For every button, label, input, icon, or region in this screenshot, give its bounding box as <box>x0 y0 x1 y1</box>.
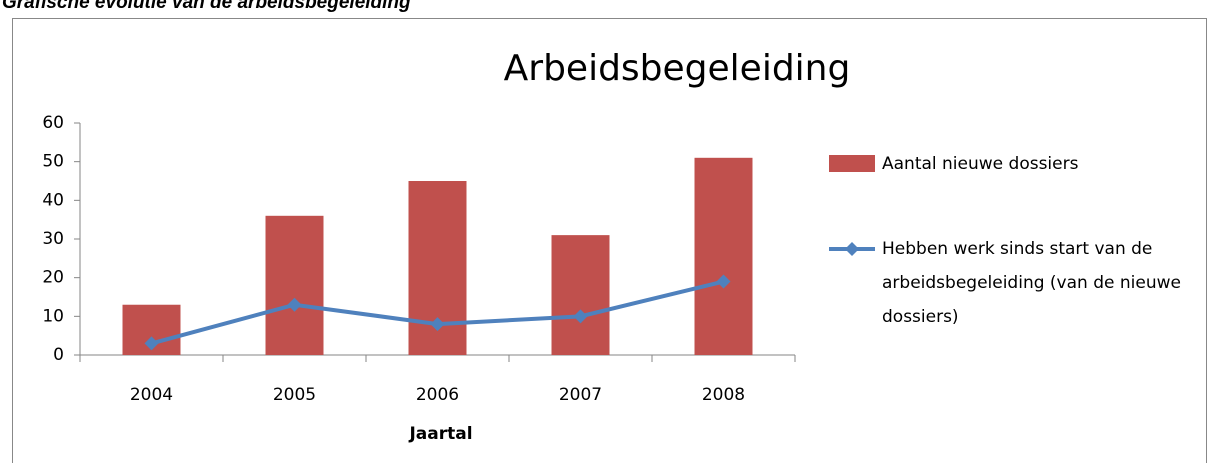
legend-label: Hebben werk sinds start van de arbeidsbe… <box>882 239 1181 327</box>
x-axis-label: Jaartal <box>408 424 472 444</box>
y-tick-label: 50 <box>42 152 64 172</box>
caption: Grafische evolutie van de arbeidsbegelei… <box>2 0 411 13</box>
marker <box>573 309 588 324</box>
y-tick-label: 10 <box>42 306 64 326</box>
x-tick-label: 2008 <box>702 385 745 405</box>
y-tick-label: 20 <box>42 268 64 288</box>
legend-label: Aantal nieuwe dossiers <box>882 154 1079 174</box>
x-tick-label: 2004 <box>130 385 173 405</box>
bar <box>694 157 753 355</box>
marker <box>716 274 731 289</box>
bar <box>265 215 324 355</box>
marker <box>144 336 159 351</box>
x-tick-label: 2005 <box>273 385 316 405</box>
y-tick-label: 30 <box>42 229 64 249</box>
y-tick-label: 0 <box>53 345 64 365</box>
bar <box>551 235 610 355</box>
chart-title: Arbeidsbegeleiding <box>504 48 851 89</box>
y-tick-label: 60 <box>42 113 64 133</box>
y-tick-label: 40 <box>42 190 64 210</box>
marker <box>430 317 445 332</box>
marker <box>287 297 302 312</box>
legend-marker <box>845 242 859 256</box>
legend-swatch <box>829 155 875 172</box>
x-tick-label: 2007 <box>559 385 602 405</box>
x-tick-label: 2006 <box>416 385 459 405</box>
